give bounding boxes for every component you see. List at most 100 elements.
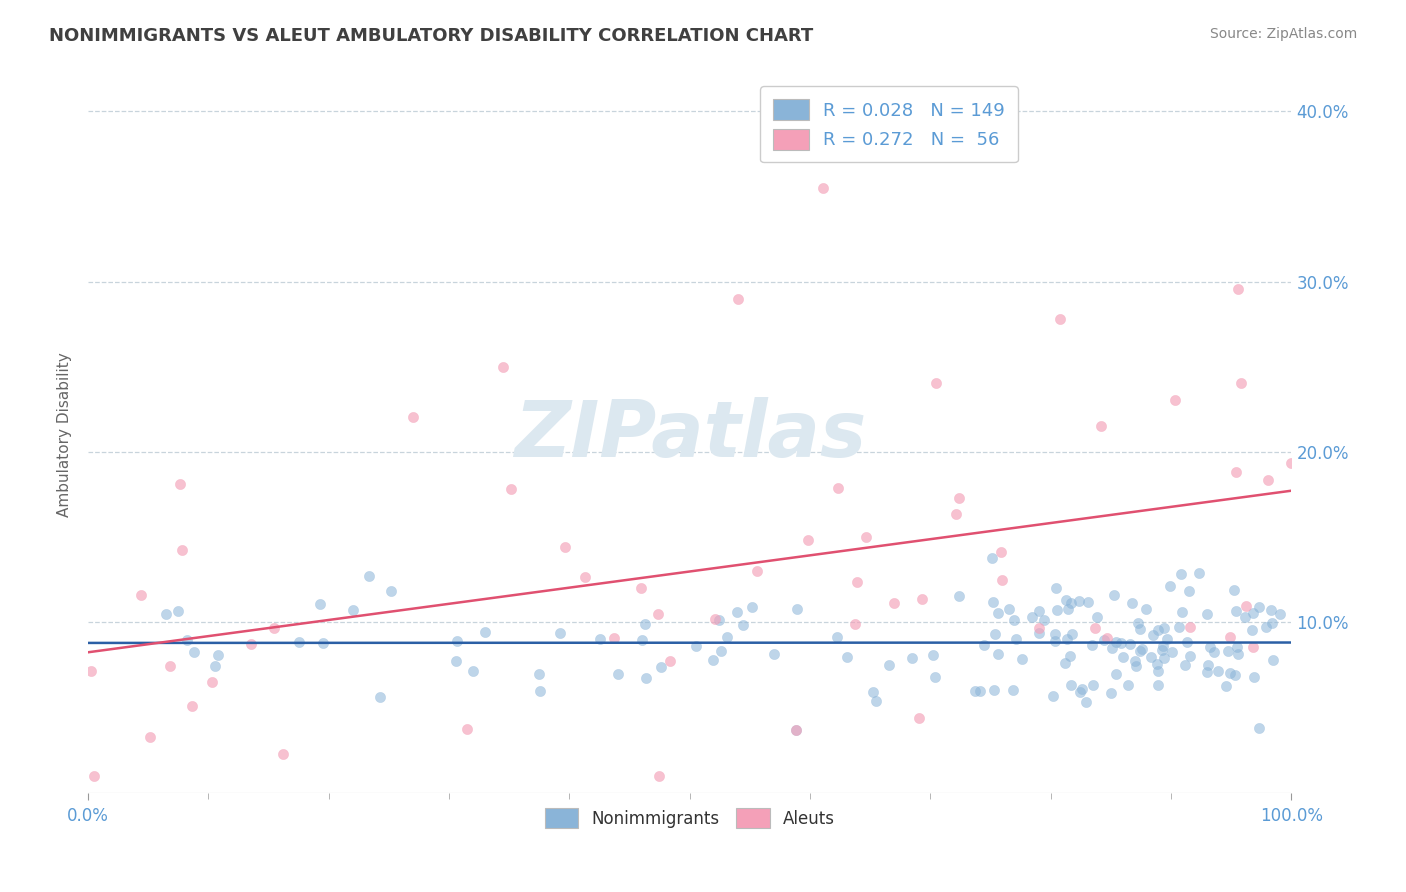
Point — [159, 659, 181, 673]
Point — [176, 632, 198, 647]
Point — [987, 647, 1010, 661]
Point — [1279, 456, 1302, 470]
Point — [1105, 635, 1128, 649]
Point — [827, 481, 849, 495]
Point — [846, 575, 869, 590]
Point — [844, 616, 866, 631]
Point — [529, 683, 551, 698]
Point — [1171, 605, 1194, 619]
Point — [155, 607, 177, 621]
Point — [1090, 419, 1112, 434]
Point — [630, 581, 652, 595]
Point — [1170, 567, 1192, 582]
Point — [169, 477, 191, 491]
Point — [797, 533, 820, 548]
Point — [1116, 677, 1139, 691]
Point — [1197, 665, 1219, 680]
Point — [1256, 620, 1278, 634]
Point — [1005, 632, 1028, 647]
Point — [685, 639, 707, 653]
Y-axis label: Ambulatory Disability: Ambulatory Disability — [58, 352, 72, 517]
Point — [1226, 640, 1249, 654]
Point — [1028, 621, 1050, 635]
Point — [1028, 604, 1050, 618]
Text: ZIPatlas: ZIPatlas — [513, 397, 866, 473]
Point — [308, 597, 330, 611]
Text: NONIMMIGRANTS VS ALEUT AMBULATORY DISABILITY CORRELATION CHART: NONIMMIGRANTS VS ALEUT AMBULATORY DISABI… — [49, 27, 814, 45]
Point — [998, 601, 1021, 615]
Point — [650, 660, 672, 674]
Point — [877, 658, 900, 673]
Point — [574, 570, 596, 584]
Point — [762, 647, 785, 661]
Point — [969, 684, 991, 698]
Point — [862, 685, 884, 699]
Point — [634, 617, 657, 632]
Point — [1226, 647, 1249, 661]
Point — [1147, 623, 1170, 637]
Point — [948, 589, 970, 603]
Point — [1199, 640, 1222, 654]
Point — [659, 654, 682, 668]
Point — [983, 683, 1005, 698]
Point — [1045, 581, 1067, 595]
Point — [1028, 626, 1050, 640]
Point — [865, 694, 887, 708]
Text: Source: ZipAtlas.com: Source: ZipAtlas.com — [1209, 27, 1357, 41]
Point — [204, 658, 226, 673]
Point — [1085, 610, 1108, 624]
Point — [1156, 632, 1178, 647]
Point — [1056, 602, 1078, 616]
Point — [1164, 393, 1187, 408]
Point — [1059, 648, 1081, 663]
Point — [1056, 632, 1078, 647]
Point — [921, 648, 943, 663]
Point — [1257, 473, 1279, 487]
Point — [207, 648, 229, 663]
Point — [1070, 682, 1092, 697]
Point — [181, 698, 204, 713]
Point — [1043, 626, 1066, 640]
Point — [702, 653, 724, 667]
Point — [239, 637, 262, 651]
Point — [1060, 596, 1083, 610]
Point — [603, 631, 626, 645]
Point — [948, 491, 970, 505]
Point — [745, 564, 768, 578]
Point — [965, 684, 987, 698]
Point — [1230, 376, 1253, 390]
Point — [727, 292, 749, 306]
Point — [811, 181, 834, 195]
Point — [1147, 664, 1170, 678]
Point — [1092, 633, 1115, 648]
Point — [973, 638, 995, 652]
Point — [491, 359, 513, 374]
Point — [1241, 607, 1264, 621]
Point — [1056, 593, 1078, 607]
Point — [647, 607, 669, 621]
Point — [529, 666, 551, 681]
Point — [1225, 668, 1247, 682]
Point — [342, 603, 364, 617]
Point — [924, 670, 946, 684]
Point — [80, 664, 103, 678]
Point — [981, 595, 1004, 609]
Point — [554, 540, 576, 554]
Point — [1011, 652, 1033, 666]
Point — [648, 769, 671, 783]
Point — [883, 597, 905, 611]
Point — [990, 545, 1012, 559]
Point — [1234, 599, 1257, 613]
Point — [446, 634, 468, 648]
Point — [1021, 610, 1043, 624]
Point — [1215, 679, 1237, 693]
Point — [1069, 685, 1091, 699]
Point — [83, 769, 105, 783]
Point — [908, 711, 931, 725]
Point — [312, 636, 335, 650]
Point — [183, 645, 205, 659]
Point — [288, 635, 311, 649]
Point — [129, 588, 152, 602]
Point — [1049, 312, 1071, 326]
Point — [1109, 636, 1132, 650]
